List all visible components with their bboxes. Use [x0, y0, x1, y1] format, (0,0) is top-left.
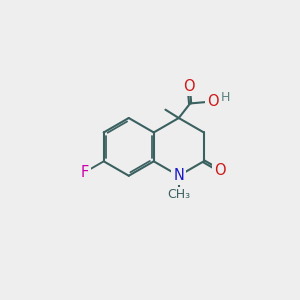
- Text: O: O: [207, 94, 219, 109]
- Text: O: O: [214, 163, 226, 178]
- Text: O: O: [183, 80, 194, 94]
- Text: H: H: [221, 91, 230, 104]
- Text: F: F: [81, 165, 89, 180]
- Text: N: N: [173, 168, 184, 183]
- Text: CH₃: CH₃: [167, 188, 190, 201]
